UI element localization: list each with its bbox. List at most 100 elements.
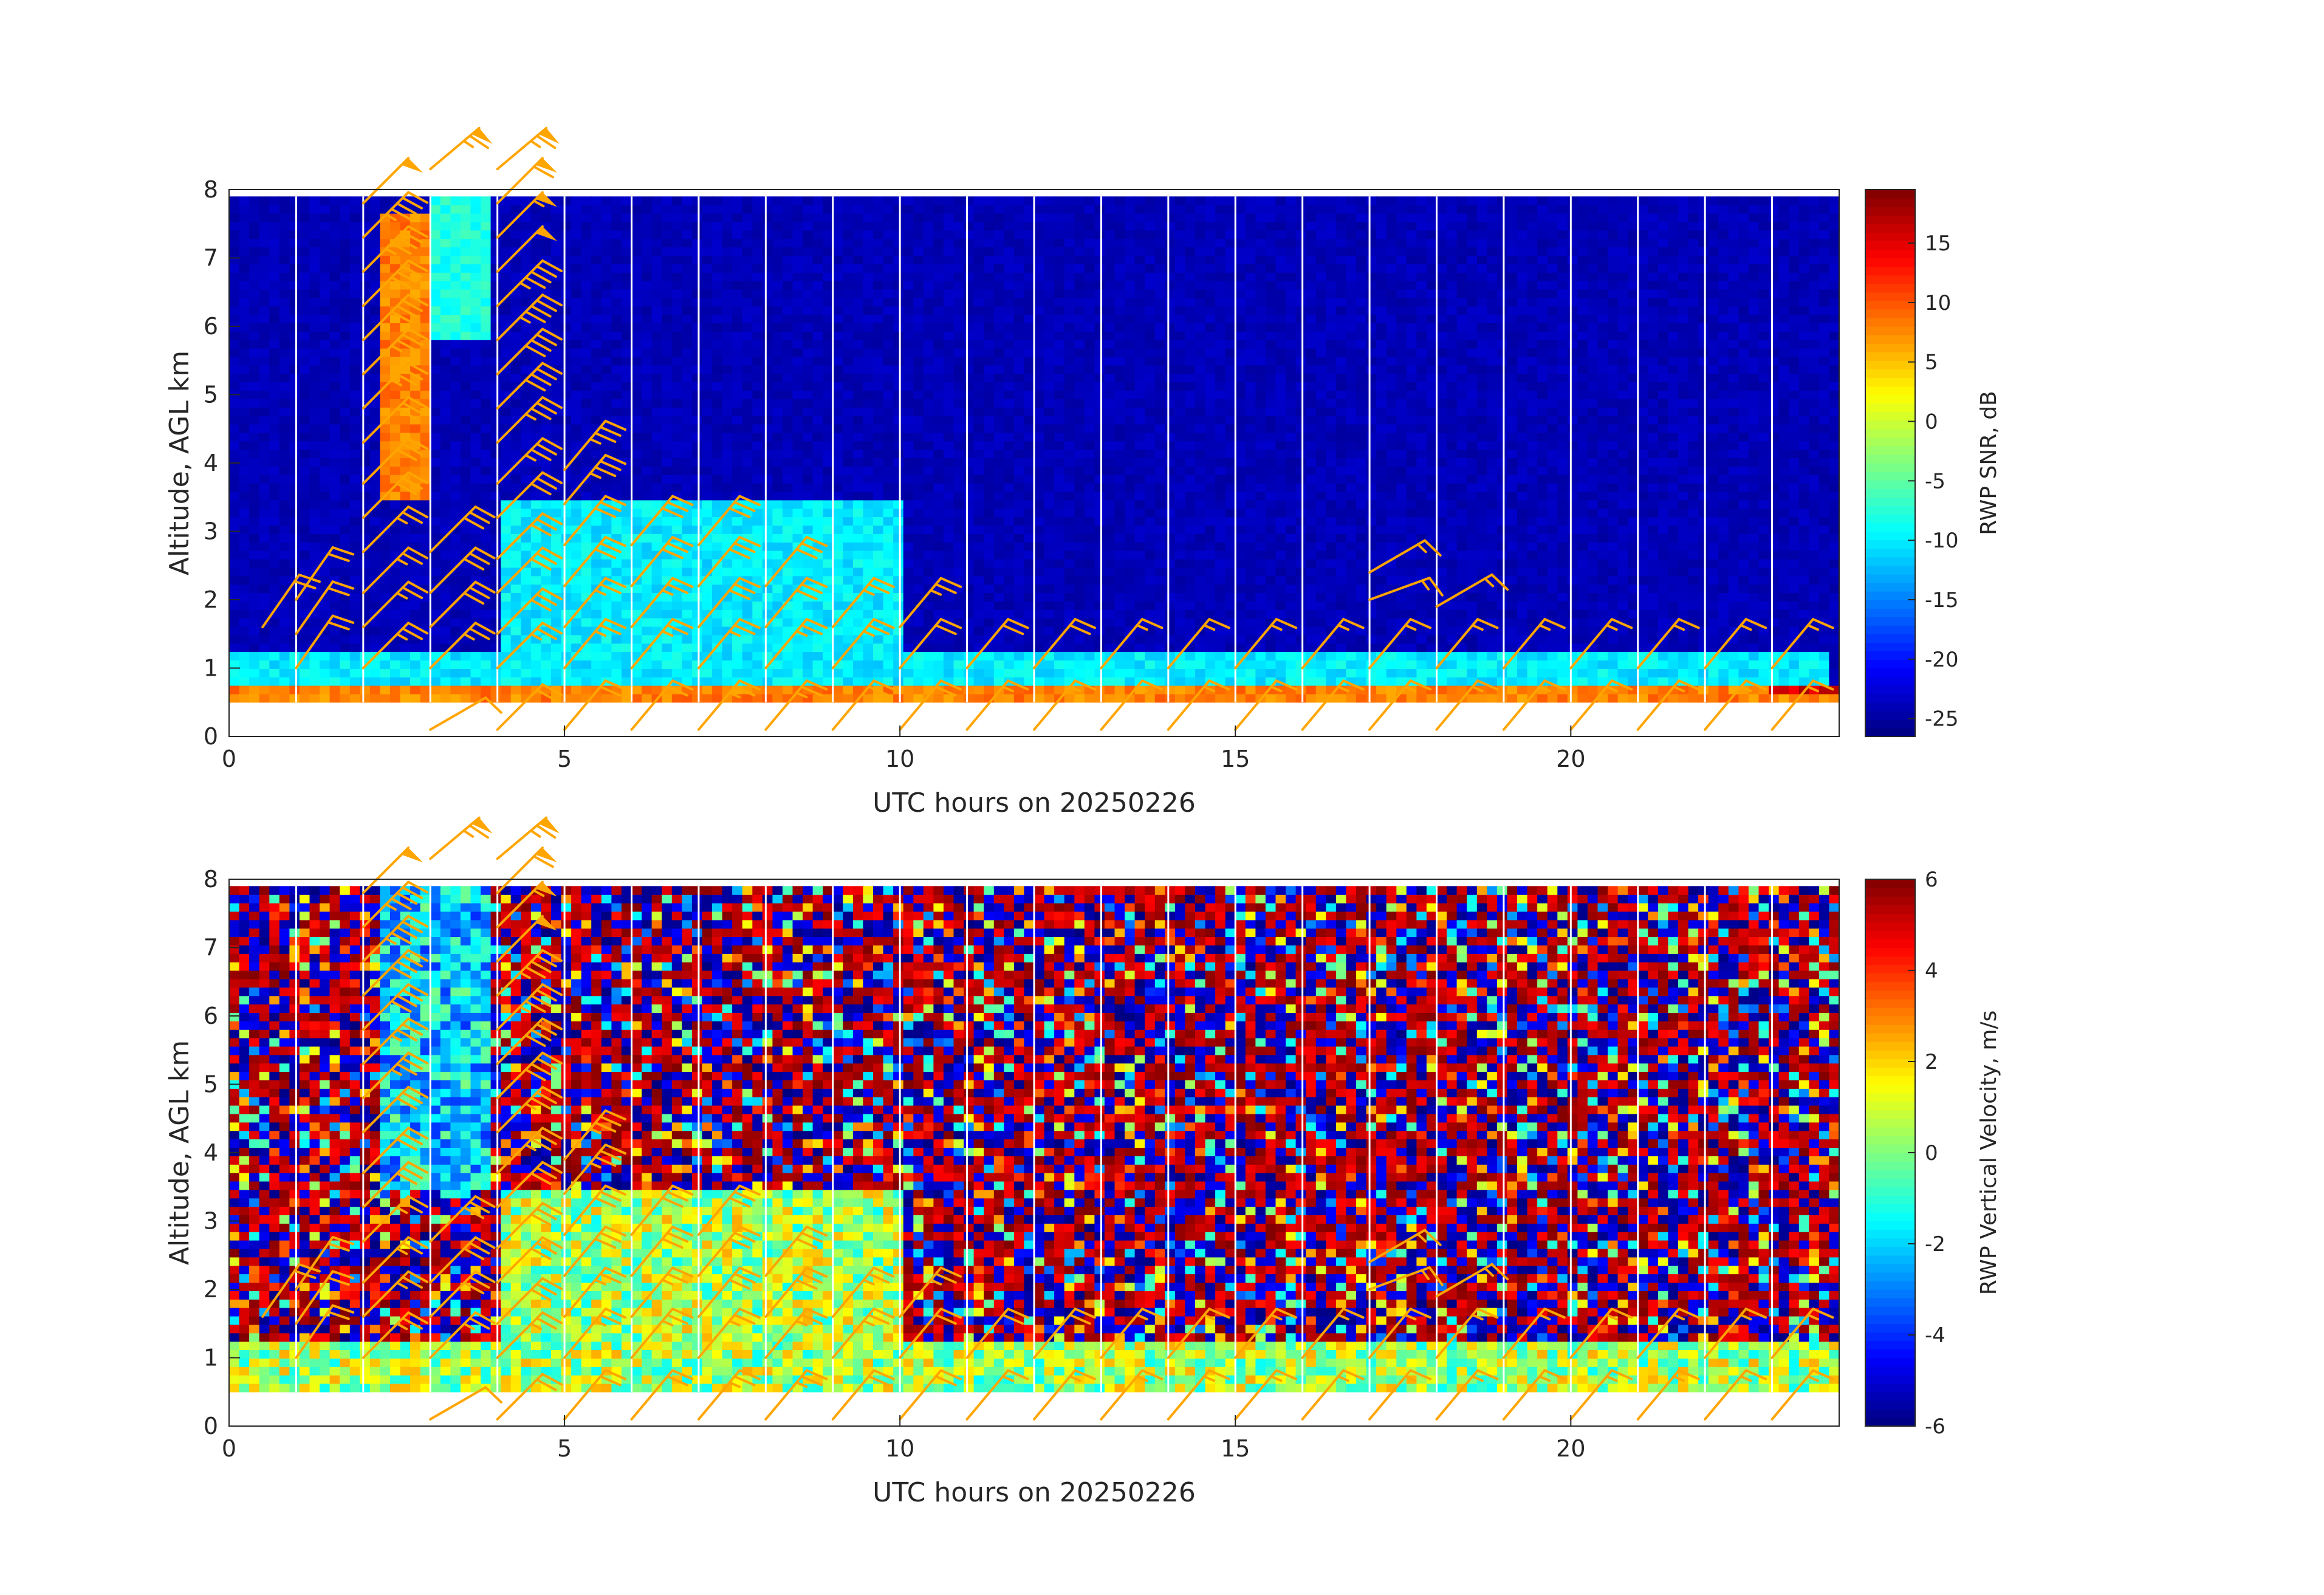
heatmap-cell (1004, 643, 1014, 653)
heatmap-cell (229, 264, 239, 273)
heatmap-cell (430, 466, 440, 475)
heatmap-cell (702, 255, 712, 264)
heatmap-cell (501, 635, 511, 644)
heatmap-cell (742, 348, 753, 357)
heatmap-cell (491, 247, 501, 256)
heatmap-cell (1004, 668, 1014, 677)
heatmap-cell (833, 424, 843, 433)
heatmap-cell (863, 500, 873, 509)
heatmap-cell (571, 635, 581, 644)
heatmap-cell (632, 272, 642, 281)
heatmap-cell (249, 626, 259, 636)
heatmap-cell (632, 255, 642, 264)
heatmap-cell (772, 542, 783, 551)
heatmap-cell (340, 458, 350, 467)
heatmap-cell (561, 483, 572, 492)
heatmap-cell (289, 609, 300, 619)
heatmap-cell (863, 399, 873, 408)
heatmap-cell (924, 348, 934, 357)
heatmap-cell (1034, 196, 1044, 205)
heatmap-cell (803, 390, 813, 399)
heatmap-cell (863, 205, 873, 214)
heatmap-cell (1054, 247, 1064, 256)
heatmap-cell (913, 272, 924, 281)
heatmap-cell (541, 239, 551, 248)
heatmap-cell (591, 196, 602, 205)
heatmap-cell (521, 323, 531, 332)
heatmap-cell (672, 517, 682, 526)
heatmap-cell (964, 433, 974, 442)
heatmap-cell (954, 382, 964, 391)
heatmap-cell (632, 475, 642, 484)
heatmap-cell (682, 483, 692, 492)
heatmap-cell (772, 660, 783, 669)
heatmap-cell (541, 247, 551, 256)
heatmap-cell (913, 213, 924, 222)
heatmap-cell (944, 483, 954, 492)
heatmap-cell (501, 450, 511, 459)
heatmap-cell (984, 475, 994, 484)
heatmap-cell (350, 652, 360, 661)
heatmap-cell (732, 365, 742, 374)
heatmap-cell (440, 551, 451, 560)
heatmap-cell (772, 416, 783, 425)
heatmap-cell (551, 323, 561, 332)
heatmap-cell (340, 407, 350, 416)
heatmap-cell (632, 315, 642, 324)
heatmap-cell (843, 230, 853, 239)
heatmap-cell (954, 281, 964, 290)
heatmap-cell (561, 196, 572, 205)
heatmap-cell (279, 399, 290, 408)
heatmap-cell (430, 635, 440, 644)
heatmap-cell (471, 331, 481, 340)
heatmap-cell (883, 517, 894, 526)
heatmap-cell (330, 635, 340, 644)
heatmap-cell (833, 239, 843, 248)
heatmap-cell (1034, 483, 1044, 492)
heatmap-cell (511, 592, 521, 602)
heatmap-cell (239, 407, 250, 416)
heatmap-cell (763, 374, 773, 383)
heatmap-cell (1054, 424, 1064, 433)
heatmap-cell (1024, 652, 1034, 661)
heatmap-cell (732, 668, 742, 677)
heatmap-cell (722, 660, 733, 669)
heatmap-cell (944, 416, 954, 425)
heatmap-cell (702, 441, 712, 450)
heatmap-cell (742, 559, 753, 568)
heatmap-cell (974, 230, 984, 239)
heatmap-cell (682, 652, 692, 661)
heatmap-cell (561, 475, 572, 484)
heatmap-cell (843, 399, 853, 408)
heatmap-cell (853, 230, 863, 239)
heatmap-cell (440, 592, 451, 602)
heatmap-cell (259, 601, 270, 610)
heatmap-cell (491, 618, 501, 627)
heatmap-cell (511, 365, 521, 374)
heatmap-cell (783, 382, 793, 391)
heatmap-cell (632, 348, 642, 357)
heatmap-cell (360, 315, 370, 324)
heatmap-cell (1004, 601, 1014, 610)
heatmap-cell (843, 315, 853, 324)
heatmap-cell (491, 685, 501, 695)
heatmap-cell (471, 230, 481, 239)
heatmap-cell (843, 340, 853, 349)
heatmap-cell (380, 542, 390, 551)
heatmap-cell (702, 416, 712, 425)
heatmap-cell (652, 433, 662, 442)
heatmap-cell (873, 660, 883, 669)
heatmap-cell (742, 382, 753, 391)
heatmap-cell (611, 340, 622, 349)
heatmap-cell (722, 264, 733, 273)
heatmap-cell (933, 247, 944, 256)
heatmap-cell (330, 407, 340, 416)
heatmap-cell (340, 416, 350, 425)
heatmap-cell (551, 458, 561, 467)
heatmap-cell (430, 685, 440, 695)
heatmap-cell (229, 374, 239, 383)
heatmap-cell (632, 592, 642, 602)
heatmap-cell (239, 585, 250, 594)
heatmap-cell (632, 677, 642, 686)
heatmap-cell (300, 239, 310, 248)
